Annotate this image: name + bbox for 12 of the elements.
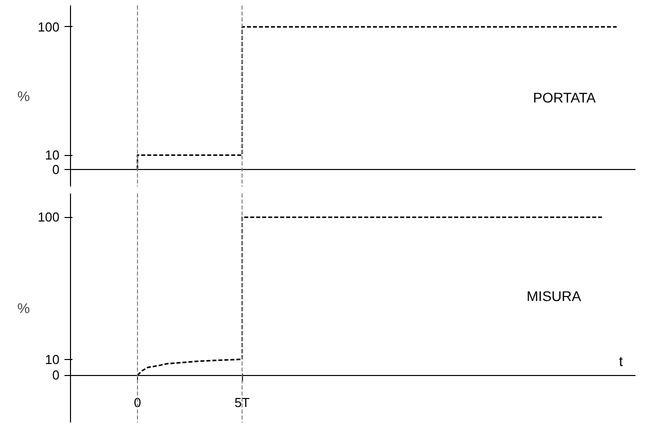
y-axis-title: % <box>17 300 30 316</box>
y-tick-label: 100 <box>38 19 60 34</box>
x-tick-label: 5T <box>234 395 250 410</box>
y-tick-label: 10 <box>45 148 60 163</box>
y-tick-label: 0 <box>52 368 60 383</box>
y-tick-label: 100 <box>38 210 60 225</box>
y-tick-label: 0 <box>52 162 60 177</box>
x-axis-title: t <box>619 353 624 370</box>
y-tick-label: 10 <box>45 352 60 367</box>
text: MISURA <box>526 288 582 304</box>
text: PORTATA <box>532 89 596 106</box>
y-axis-title: % <box>17 88 30 104</box>
